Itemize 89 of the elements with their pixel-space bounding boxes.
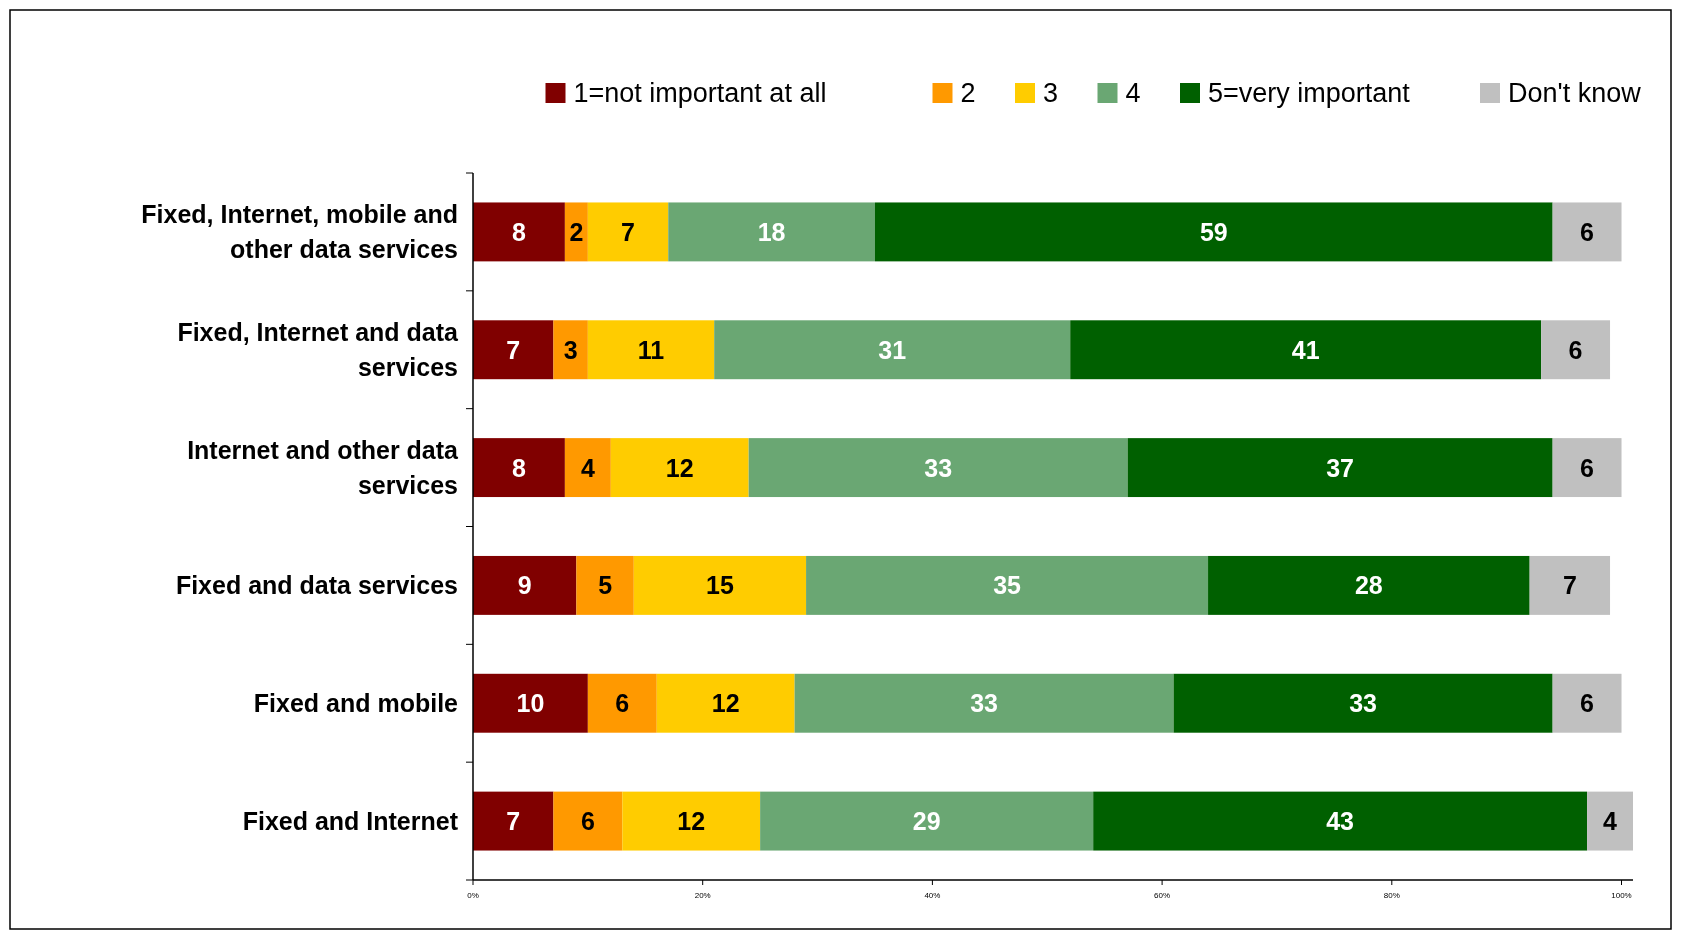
data-label: 5 bbox=[598, 571, 613, 600]
bar bbox=[806, 555, 1209, 615]
data-label: 12 bbox=[711, 689, 740, 718]
bar bbox=[656, 673, 795, 733]
bar bbox=[1093, 791, 1588, 851]
bar bbox=[473, 555, 577, 615]
bar bbox=[748, 438, 1128, 498]
y-tick-label: Fixed, Internet, mobile and other data services bbox=[141, 200, 458, 264]
data-label: 33 bbox=[1349, 689, 1378, 718]
legend-label: Don't know bbox=[1508, 78, 1642, 108]
data-label: 4 bbox=[580, 453, 595, 482]
bar bbox=[473, 673, 588, 733]
y-tick-label: Fixed and mobile bbox=[253, 689, 459, 718]
bar bbox=[1552, 438, 1622, 498]
bar bbox=[1208, 555, 1530, 615]
data-label: 37 bbox=[1326, 453, 1355, 482]
y-tick-label: Fixed, Internet and data services bbox=[177, 318, 460, 382]
data-label: 33 bbox=[970, 689, 998, 718]
data-label: 7 bbox=[1562, 571, 1577, 600]
data-label: 7 bbox=[506, 807, 521, 836]
data-label: 43 bbox=[1326, 807, 1355, 836]
bar bbox=[564, 438, 611, 498]
data-label: 8 bbox=[511, 217, 526, 246]
bar bbox=[760, 791, 1094, 851]
data-label: 35 bbox=[993, 571, 1022, 600]
bar bbox=[473, 320, 554, 380]
bar bbox=[576, 555, 634, 615]
bar bbox=[1552, 202, 1622, 262]
data-label: 18 bbox=[757, 217, 786, 246]
data-label: 12 bbox=[677, 807, 706, 836]
bar bbox=[1541, 320, 1611, 380]
x-tick-label: 100% bbox=[1611, 891, 1632, 900]
data-label: 10 bbox=[516, 689, 545, 718]
data-label: 8 bbox=[511, 453, 526, 482]
x-tick-label: 0% bbox=[467, 891, 479, 900]
data-label: 28 bbox=[1354, 571, 1383, 600]
data-label: 3 bbox=[563, 335, 578, 364]
data-label: 4 bbox=[1603, 807, 1618, 836]
bar bbox=[1529, 555, 1611, 615]
bar bbox=[1127, 438, 1553, 498]
bar bbox=[553, 320, 588, 380]
bar bbox=[622, 791, 761, 851]
data-label: 11 bbox=[637, 335, 665, 364]
data-label: 12 bbox=[665, 453, 694, 482]
y-tick-label: Internet and other data services bbox=[187, 436, 460, 500]
data-label: 41 bbox=[1291, 335, 1320, 364]
data-label: 6 bbox=[580, 807, 595, 836]
data-label: 31 bbox=[878, 335, 907, 364]
bar bbox=[1070, 320, 1542, 380]
legend-label: 3 bbox=[1043, 78, 1059, 108]
x-tick-label: 60% bbox=[1154, 891, 1171, 900]
legend-label: 5=very important bbox=[1208, 78, 1411, 108]
y-tick-label: Fixed and Internet bbox=[242, 807, 459, 836]
data-label: 9 bbox=[517, 571, 532, 600]
data-label: 59 bbox=[1199, 217, 1228, 246]
data-label: 33 bbox=[924, 453, 953, 482]
bar bbox=[587, 320, 715, 380]
data-label: 6 bbox=[1580, 453, 1595, 482]
legend-label: 1=not important at all bbox=[573, 78, 827, 108]
bar bbox=[553, 791, 623, 851]
bar bbox=[473, 438, 565, 498]
y-tick-label: Fixed and data services bbox=[175, 571, 458, 600]
data-label: 6 bbox=[615, 689, 630, 718]
bar bbox=[587, 673, 657, 733]
bar bbox=[794, 673, 1174, 733]
data-label: 6 bbox=[1580, 689, 1595, 718]
data-label: 29 bbox=[912, 807, 941, 836]
legend-label: 2 bbox=[960, 78, 976, 108]
data-label: 7 bbox=[621, 217, 635, 246]
data-label: 6 bbox=[1580, 217, 1595, 246]
bar bbox=[610, 438, 749, 498]
bar bbox=[473, 791, 554, 851]
bar bbox=[1587, 791, 1633, 851]
bar bbox=[633, 555, 807, 615]
bar bbox=[473, 202, 565, 262]
bar bbox=[874, 202, 1553, 262]
data-label: 2 bbox=[569, 217, 584, 246]
data-label: 15 bbox=[706, 571, 734, 600]
x-tick-label: 20% bbox=[694, 891, 711, 900]
bar bbox=[668, 202, 875, 262]
data-label: 7 bbox=[506, 335, 521, 364]
x-tick-label: 80% bbox=[1383, 891, 1400, 900]
bar bbox=[714, 320, 1071, 380]
x-tick-label: 40% bbox=[924, 891, 941, 900]
bar bbox=[1173, 673, 1553, 733]
bar bbox=[587, 202, 669, 262]
data-label: 6 bbox=[1568, 335, 1583, 364]
bar bbox=[1552, 673, 1622, 733]
legend-label: 4 bbox=[1125, 78, 1141, 108]
